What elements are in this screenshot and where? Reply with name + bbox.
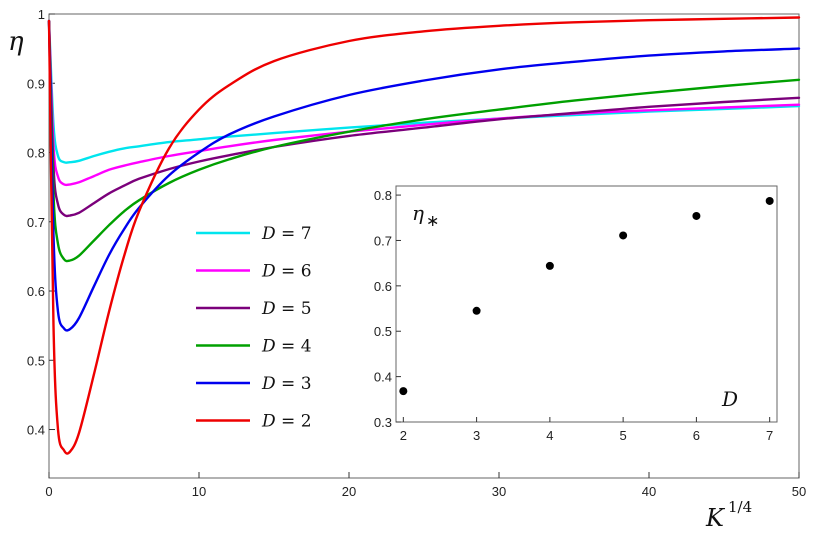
series-line-d-5 [47, 19, 801, 218]
main-x-tick-label: 20 [342, 484, 356, 499]
inset-scatter-points [399, 196, 774, 396]
main-axis-ticks: 0 10 20 30 40 50 0.4 0.5 0.6 0.7 0.8 0.9 1 [27, 7, 806, 499]
inset-x-tick-label: 2 [400, 428, 407, 443]
main-plot-area [48, 13, 800, 479]
inset-x-axis-label: D [721, 387, 738, 411]
inset-x-tick-label: 4 [546, 428, 553, 443]
inset-data-point [765, 196, 774, 205]
inset-y-axis-label-subscript: ∗ [426, 211, 439, 230]
inset-axis-ticks: 2 3 4 5 6 7 0.3 0.4 0.5 0.6 0.7 0.8 [374, 188, 773, 443]
inset-plot-frame [395, 185, 778, 423]
main-y-tick-label: 0.9 [27, 76, 45, 91]
legend-item: D = 2 [196, 412, 312, 432]
main-y-tick-label: 0.8 [27, 146, 45, 161]
main-x-axis-label-exponent: 1/4 [728, 498, 752, 516]
main-x-axis-label-base: K [705, 504, 726, 532]
legend-item: D = 3 [196, 374, 312, 394]
series-line-d-3 [47, 19, 801, 332]
main-y-tick-label: 0.4 [27, 423, 45, 438]
main-series-lines [47, 16, 801, 455]
series-line-d-4 [47, 19, 801, 263]
inset-x-tick-label: 6 [693, 428, 700, 443]
inset-y-tick-label: 0.4 [374, 370, 392, 385]
legend-item: D = 6 [196, 262, 312, 282]
inset-x-tick-label: 5 [620, 428, 627, 443]
inset-y-axis-label-base: η [412, 201, 424, 225]
main-y-tick-label: 0.7 [27, 215, 45, 230]
inset-y-tick-label: 0.7 [374, 233, 392, 248]
legend-label: D = 2 [261, 412, 312, 432]
main-x-tick-label: 10 [192, 484, 206, 499]
main-x-tick-label: 40 [642, 484, 656, 499]
inset-x-tick-label: 7 [766, 428, 773, 443]
main-plot-frame [48, 13, 800, 479]
inset-plot: 2 3 4 5 6 7 0.3 0.4 0.5 0.6 0.7 0.8 η ∗ D [374, 185, 778, 443]
inset-y-tick-label: 0.8 [374, 188, 392, 203]
legend-item: D = 5 [196, 299, 312, 319]
legend-label: D = 6 [261, 262, 312, 282]
legend-label: D = 3 [261, 374, 312, 394]
main-x-tick-label: 0 [45, 484, 52, 499]
inset-data-point [399, 387, 408, 396]
main-x-axis-label: K 1/4 [705, 498, 752, 532]
legend-item: D = 4 [196, 337, 312, 357]
legend-label: D = 5 [261, 299, 312, 319]
inset-x-tick-label: 3 [473, 428, 480, 443]
main-y-tick-label: 1 [38, 7, 45, 22]
legend-item: D = 7 [196, 224, 312, 244]
inset-data-point [619, 231, 628, 240]
legend-label: D = 4 [261, 337, 312, 357]
main-x-tick-label: 50 [792, 484, 806, 499]
inset-y-tick-label: 0.6 [374, 279, 392, 294]
inset-y-axis-label: η ∗ [412, 201, 439, 230]
inset-y-tick-label: 0.3 [374, 415, 392, 430]
inset-data-point [692, 211, 701, 220]
inset-y-tick-label: 0.5 [374, 324, 392, 339]
main-y-axis-label: η [8, 27, 24, 57]
main-y-tick-label: 0.6 [27, 284, 45, 299]
main-y-tick-label: 0.5 [27, 353, 45, 368]
legend: D = 7 D = 6 D = 5 D = 4 D = 3 D = 2 [196, 224, 312, 432]
legend-label: D = 7 [261, 224, 312, 244]
main-x-tick-label: 30 [492, 484, 506, 499]
inset-data-point [472, 306, 481, 315]
inset-data-point [545, 261, 554, 270]
series-line-d-2 [47, 16, 801, 455]
